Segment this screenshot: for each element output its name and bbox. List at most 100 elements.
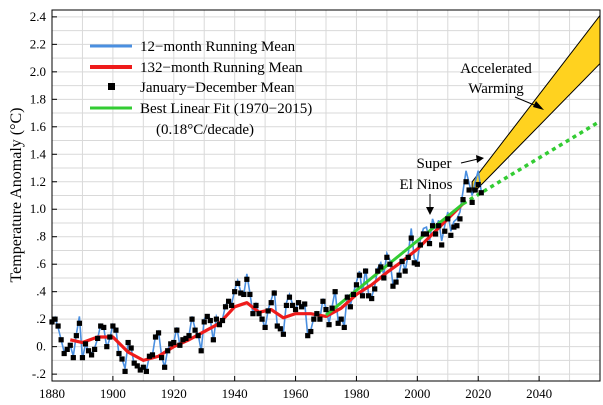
annual-mean-point: [247, 291, 253, 298]
annual-mean-point: [219, 317, 226, 324]
annual-mean-point: [143, 368, 149, 374]
annual-mean-point: [305, 333, 311, 339]
annual-mean-point: [460, 197, 466, 203]
annual-mean-point: [259, 316, 265, 322]
annual-mean-point: [329, 305, 335, 311]
y-tick-label: 2.2: [30, 36, 46, 51]
annual-mean-point: [274, 323, 280, 329]
legend-swatch-annual-mean: [108, 83, 115, 90]
annual-mean-point: [387, 261, 393, 267]
annual-mean-point: [149, 352, 156, 358]
annual-mean-point: [420, 231, 427, 237]
y-tick-label: 0.: [36, 339, 46, 354]
y-tick-label: 2.0: [30, 64, 46, 79]
linear-fit-extension: [462, 119, 601, 206]
annual-mean-point: [448, 232, 454, 238]
x-tick-label: 2040: [526, 386, 552, 401]
annotation-el-ninos: El Ninos: [400, 177, 453, 193]
annual-mean-point: [262, 324, 268, 331]
x-tick-label: 1920: [161, 386, 187, 401]
annual-mean-point: [73, 333, 79, 339]
legend-label-linear-fit: Best Linear Fit (1970−2015): [140, 101, 312, 117]
annual-mean-point: [183, 335, 189, 342]
annual-mean-point: [216, 322, 223, 328]
annual-mean-point: [131, 360, 137, 366]
annual-mean-point: [232, 289, 238, 295]
annual-mean-point: [439, 242, 445, 248]
annual-mean-point: [317, 316, 323, 322]
y-tick-label: 1.2: [30, 174, 46, 189]
y-tick-label: .8: [36, 229, 46, 244]
x-tick-label: 1900: [100, 386, 126, 401]
annual-mean-point: [472, 187, 478, 193]
annual-mean-point: [58, 337, 64, 343]
annual-mean-point: [250, 311, 256, 317]
annual-mean-point: [311, 316, 317, 322]
annual-mean-point: [429, 223, 436, 229]
annual-mean-point: [463, 179, 469, 185]
annual-mean-point: [390, 283, 396, 289]
annual-mean-point: [271, 290, 277, 296]
x-tick-label: 2000: [404, 386, 430, 401]
arrowhead-el-nino-2016: [476, 155, 484, 163]
annual-mean-point: [265, 308, 271, 314]
y-tick-label: 1.8: [30, 91, 46, 106]
annual-mean-point: [177, 342, 183, 348]
annual-mean-point: [116, 350, 122, 357]
annual-mean-point: [326, 322, 332, 328]
annual-mean-point: [146, 353, 153, 359]
data-series: [49, 170, 484, 374]
annual-mean-point: [359, 293, 366, 299]
annual-mean-point: [204, 313, 210, 320]
annual-mean-point: [82, 341, 89, 347]
annual-mean-point: [338, 316, 344, 322]
annual-mean-point: [88, 352, 95, 358]
annual-mean-point: [122, 368, 128, 374]
y-tick-label: 1.6: [30, 119, 47, 134]
annual-mean-point: [107, 334, 113, 340]
annual-mean-point: [289, 302, 296, 309]
annual-mean-point: [225, 298, 232, 304]
annual-mean-point: [457, 216, 463, 222]
annual-mean-point: [95, 335, 101, 342]
annual-mean-point: [253, 302, 259, 309]
annual-mean-point: [113, 327, 119, 333]
annual-mean-point: [137, 367, 143, 373]
annual-mean-point: [92, 346, 98, 352]
annual-mean-point: [335, 320, 341, 326]
y-tick-label: 1.0: [30, 201, 46, 216]
annual-mean-point: [165, 348, 171, 354]
annual-mean-point: [341, 324, 347, 331]
annual-mean-point: [256, 311, 262, 317]
linear-fit-dashed-extension: [462, 119, 601, 206]
annual-mean-point: [362, 268, 369, 274]
annual-mean-point: [168, 341, 174, 347]
annual-mean-point: [445, 216, 451, 222]
arrow-el-nino-2016: [460, 158, 479, 164]
annual-mean-point: [61, 350, 67, 357]
annotation-accelerated: Accelerated: [460, 61, 532, 77]
legend-fit-rate: (0.18°C/decade): [156, 122, 254, 138]
legend: 12−month Running Mean 132−month Running …: [90, 39, 312, 138]
annual-mean-point: [378, 264, 384, 270]
legend-label-annual-mean: January−December Mean: [140, 80, 295, 96]
annual-mean-point: [222, 304, 229, 310]
annual-mean-point: [174, 327, 180, 333]
annual-mean-point: [399, 258, 405, 265]
annual-mean-point: [171, 339, 177, 346]
annual-mean-point: [436, 223, 442, 229]
x-tick-label: 1880: [39, 386, 65, 401]
annual-mean-point: [423, 231, 430, 237]
series-12-month-running-mean: [51, 170, 483, 372]
y-axis-ticks: -.2 0. .2 .4 .6 .8 1.0 1.2 1.4 1.6 1.8 2.0 2.2 2.4: [30, 9, 57, 381]
legend-label-132-month: 132−month Running Mean: [140, 60, 303, 76]
annual-mean-point: [277, 326, 283, 332]
annual-mean-point: [411, 260, 417, 266]
annual-mean-point: [356, 272, 363, 278]
annual-mean-point: [195, 333, 201, 339]
plot-frame: [51, 9, 601, 382]
annual-mean-point: [353, 282, 360, 288]
annual-mean-point: [286, 294, 293, 300]
annual-mean-point: [140, 364, 146, 370]
annual-mean-point: [366, 293, 372, 299]
